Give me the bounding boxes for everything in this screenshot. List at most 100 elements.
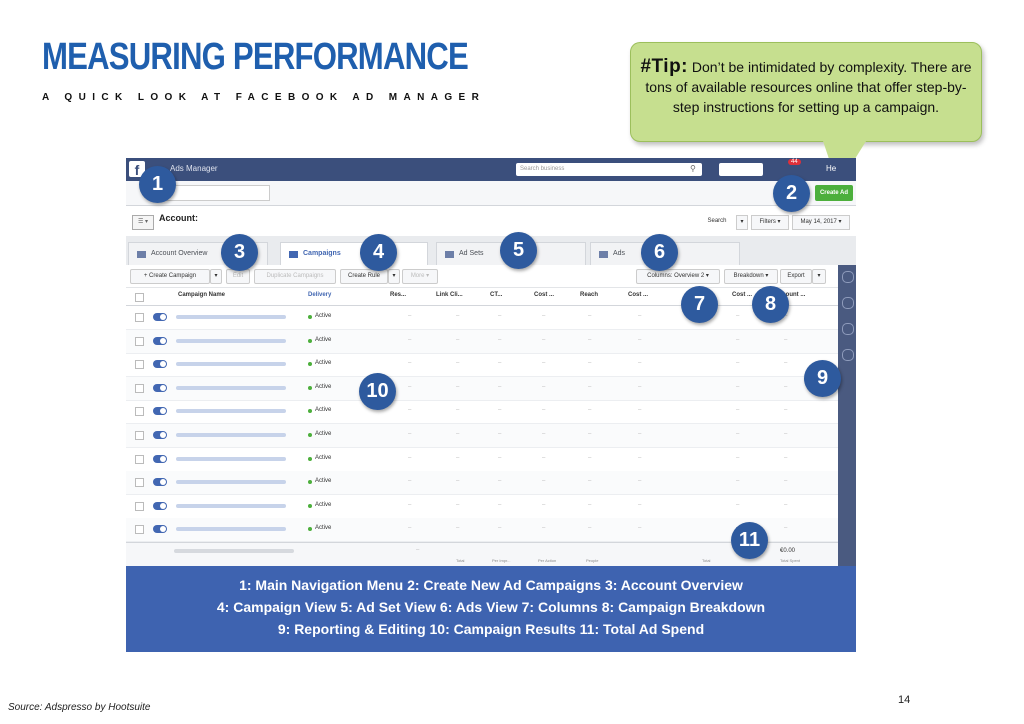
row-checkbox[interactable] [135,525,144,535]
row-checkbox[interactable] [135,383,144,393]
empty-cell: – [784,336,788,343]
table-row[interactable]: Active–––––––– [126,400,838,425]
campaign-name-link[interactable] [176,315,286,319]
col-ctr[interactable]: CT... [490,292,503,298]
empty-cell: – [638,313,642,319]
table-row[interactable]: Active–––––––– [126,424,838,448]
col-cost[interactable]: Cost ... [534,292,555,298]
campaign-toggle[interactable] [153,525,167,534]
row-checkbox[interactable] [135,431,144,440]
table-row[interactable]: Active–––––––– [126,353,838,378]
search-icon[interactable]: ⚲ [690,164,696,173]
empty-cell: – [736,501,740,508]
breakdown-button[interactable]: Breakdown ▾ [724,269,778,284]
total-spent-label: Total Spent [780,558,801,563]
campaign-name-link[interactable] [176,385,286,390]
app-name[interactable]: Ads Manager [170,164,218,173]
table-row[interactable]: Active–––––––– [126,471,838,496]
campaign-name-link[interactable] [176,433,286,437]
row-checkbox[interactable] [135,407,144,417]
empty-cell: – [498,525,502,532]
campaign-toggle[interactable] [153,454,167,463]
col-delivery[interactable]: Delivery [308,292,332,298]
row-checkbox[interactable] [135,478,144,488]
columns-button[interactable]: Columns: Overview 2 ▾ [636,269,720,284]
campaign-name-link[interactable] [176,456,286,461]
empty-cell: – [542,454,546,461]
col-campaign-name[interactable]: Campaign Name [178,292,226,298]
campaign-toggle[interactable] [153,313,167,321]
row-checkbox[interactable] [135,336,144,346]
empty-cell: – [588,454,592,461]
create-rule-button[interactable]: Create Rule [340,269,388,284]
table-row[interactable]: Active–––––––– [126,329,838,354]
empty-cell: – [784,431,788,437]
duplicate-button[interactable]: Duplicate Campaigns [254,269,336,284]
row-checkbox[interactable] [135,313,144,322]
col-reach[interactable]: Reach [580,292,599,298]
table-row[interactable]: Active–––––––– [126,495,838,519]
export-dropdown[interactable]: ▾ [812,269,826,284]
search-button[interactable]: Search [707,218,727,224]
history-icon[interactable] [842,349,854,361]
campaign-name-link[interactable] [176,527,286,532]
campaign-table: Campaign Name Delivery Res... Link Cli..… [126,288,838,568]
badge-11: 11 [731,522,768,559]
close-icon[interactable] [842,271,854,283]
empty-cell: – [638,478,642,485]
empty-cell: – [784,501,788,508]
account-menu-icon[interactable]: ☰ ▾ [132,215,154,230]
col-results[interactable]: Res... [390,292,407,298]
campaign-name-link[interactable] [176,480,286,485]
table-row[interactable]: Active–––––––– [126,518,838,543]
empty-cell: – [542,501,546,508]
date-range-button[interactable]: May 14, 2017 ▾ [792,215,850,230]
campaign-name-link[interactable] [176,362,286,367]
edit-icon[interactable] [842,323,854,335]
more-button[interactable]: More ▾ [402,269,438,284]
col-amount[interactable]: Amount ... [776,292,806,298]
chart-icon[interactable] [842,297,854,309]
nav-menu-field[interactable] [166,185,270,201]
campaign-name-link[interactable] [176,409,286,414]
row-checkbox[interactable] [135,360,144,370]
campaign-toggle[interactable] [153,407,167,416]
results-label [174,549,294,553]
badge-7: 7 [681,286,718,323]
user-menu[interactable]: He [826,164,837,173]
row-checkbox[interactable] [135,454,144,464]
campaign-toggle[interactable] [153,431,167,439]
search-dropdown[interactable]: ▾ [736,215,748,230]
create-campaign-dropdown[interactable]: ▾ [210,269,222,284]
notification-badge[interactable]: 44 [788,159,801,165]
export-button[interactable]: Export [780,269,812,284]
account-selector[interactable] [719,163,763,176]
campaign-name-link[interactable] [176,338,286,343]
edit-button[interactable]: Edit [226,269,250,284]
campaign-name-link[interactable] [176,503,286,508]
col-cost-2[interactable]: Cost ... [628,292,649,298]
row-checkbox[interactable] [135,501,144,511]
delivery-status: Active [315,360,332,367]
create-campaign-button[interactable]: + Create Campaign [130,269,210,284]
facebook-logo-icon[interactable]: f [129,161,145,178]
empty-cell: – [588,407,592,414]
campaign-toggle[interactable] [153,360,167,369]
col-link-clicks[interactable]: Link Cli... [436,292,463,298]
campaign-toggle[interactable] [153,478,167,487]
search-business-input[interactable]: Search business [516,163,702,176]
select-all-checkbox[interactable] [135,293,144,302]
table-row[interactable]: Active–––––––– [126,306,838,330]
campaign-toggle[interactable] [153,383,167,392]
empty-cell: – [638,383,642,390]
table-row[interactable]: Active–––––––– [126,376,838,401]
create-ad-button[interactable]: Create Ad [815,185,853,201]
campaign-toggle[interactable] [153,336,167,345]
active-status-icon [308,503,312,508]
col-cost-3[interactable]: Cost ... [732,292,753,298]
campaign-toggle[interactable] [153,501,167,510]
tab-campaigns[interactable]: Campaigns [280,242,428,265]
create-rule-dropdown[interactable]: ▾ [388,269,400,284]
filters-button[interactable]: Filters ▾ [751,215,789,230]
table-row[interactable]: Active–––––––– [126,448,838,472]
